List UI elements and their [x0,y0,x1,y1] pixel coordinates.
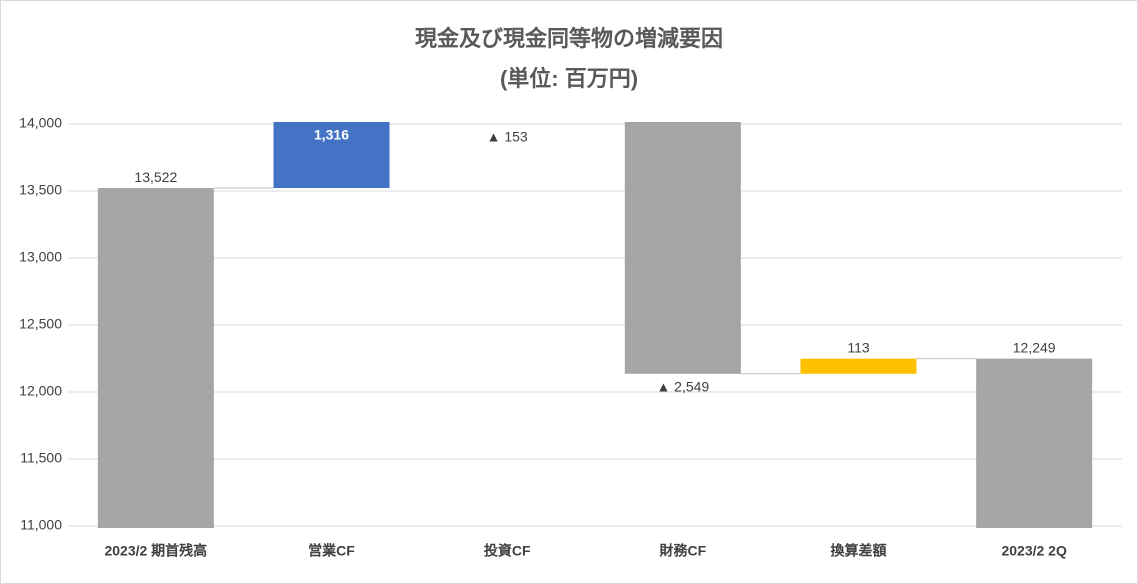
y-tick-label: 11,500 [20,450,62,466]
x-tick-label: 投資CF [484,543,531,559]
y-tick-label: 13,500 [19,182,62,198]
x-tick-label: 換算差額 [831,543,887,559]
y-tick-label: 12,000 [19,383,62,399]
x-tick-label: 2023/2 2Q [1001,543,1066,559]
y-tick-label: 14,000 [19,115,62,131]
data-label: 12,249 [1013,339,1056,355]
data-label: 1,316 [314,127,349,143]
bar [273,122,390,189]
x-tick-label: 営業CF [308,543,355,559]
x-tick-label: 2023/2 期首残高 [104,543,207,559]
data-label: 113 [847,339,870,355]
data-label: ▲ 2,549 [656,378,709,394]
bar [97,188,214,528]
y-tick-label: 11,000 [20,517,62,533]
x-tick-label: 財務CF [658,543,706,559]
chart-subtitle: (単位: 百万円) [500,66,638,91]
bar [976,358,1093,528]
bar [800,358,917,374]
data-label: ▲ 153 [487,129,528,145]
y-tick-label: 13,000 [19,249,62,265]
y-tick-label: 12,500 [19,316,62,332]
data-label: 13,522 [134,169,177,185]
chart-title: 現金及び現金同等物の増減要因 [415,26,723,51]
bar [624,122,741,374]
